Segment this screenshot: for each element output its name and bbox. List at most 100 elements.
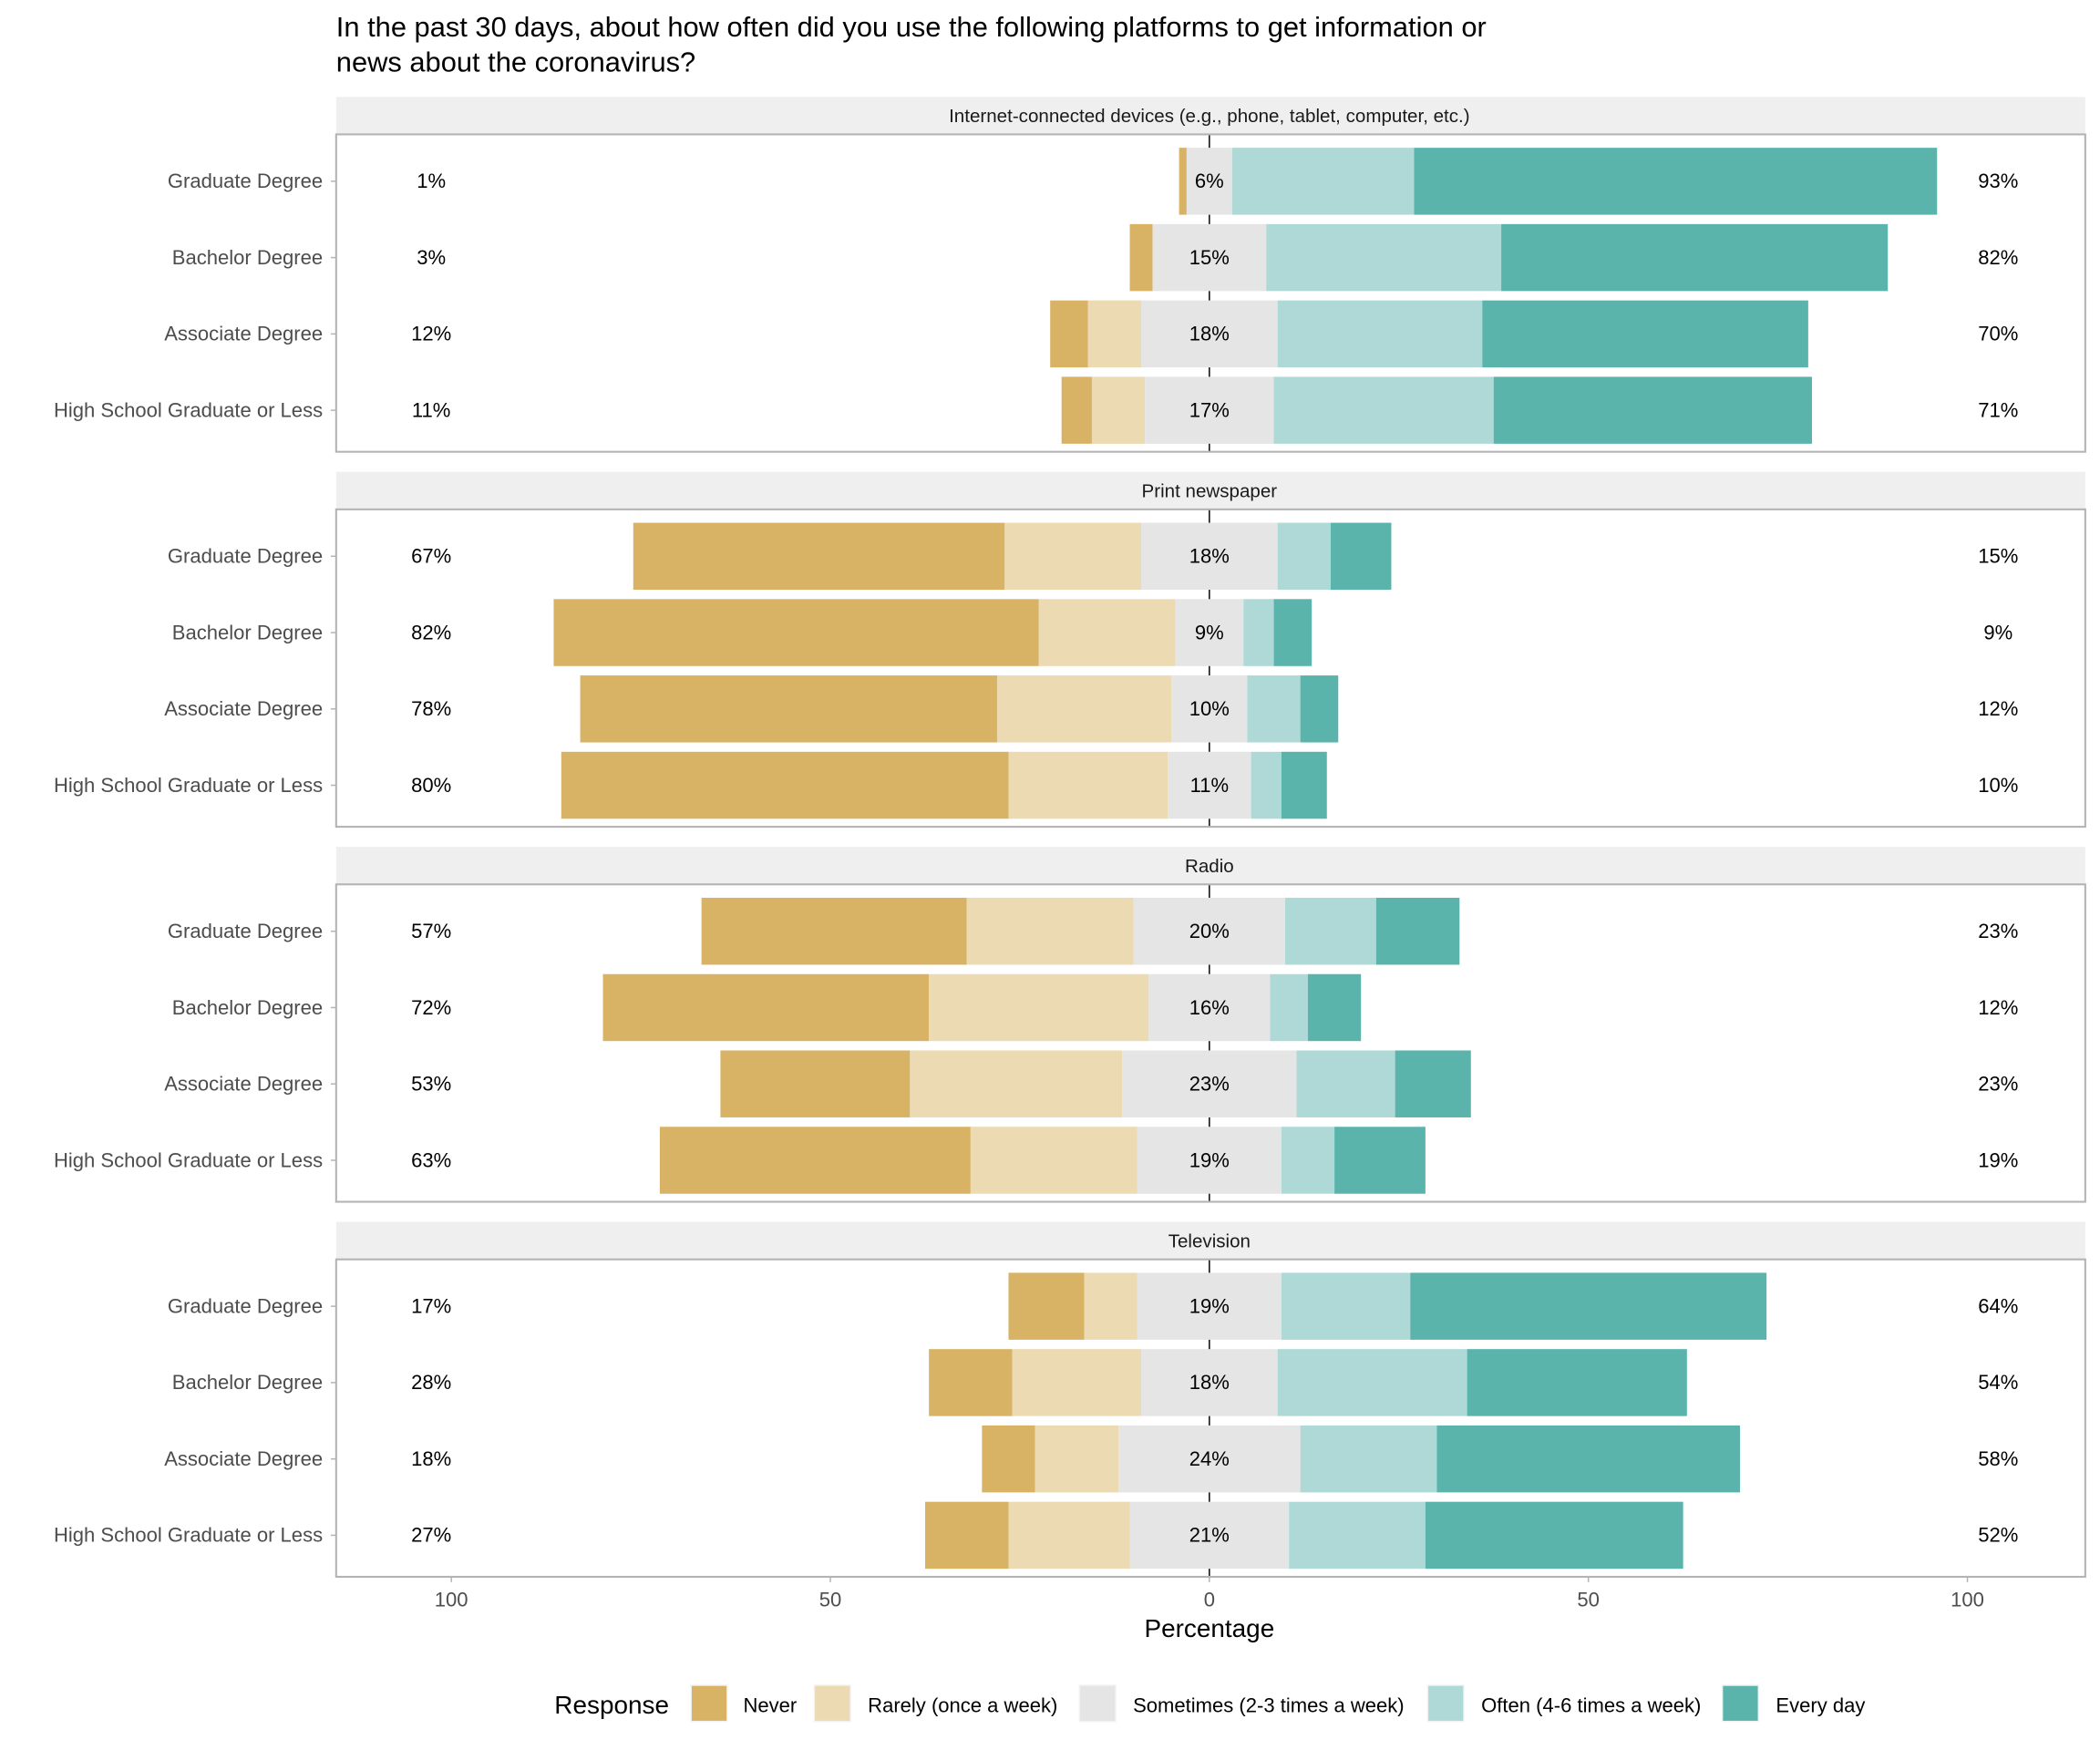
bar-segment-sometimes — [1137, 1272, 1282, 1340]
bar-segment-never — [580, 675, 997, 743]
chart-title: In the past 30 days, about how often did… — [336, 11, 1487, 77]
bar-segment-never — [1179, 148, 1187, 215]
chart-title-line-2: news about the coronavirus? — [336, 46, 695, 77]
bar-segment-sometimes — [1137, 1127, 1282, 1194]
bar-segment-never — [659, 1127, 971, 1194]
data-label-low: 72% — [411, 996, 451, 1019]
legend: Response Never Rarely (once a week) Someti… — [554, 1684, 1865, 1723]
y-tick-label: High School Graduate or Less — [54, 1148, 323, 1171]
data-label-high: 12% — [1978, 996, 2018, 1019]
bar-segment-rarely — [1091, 376, 1146, 444]
data-label-mid: 21% — [1189, 1524, 1230, 1547]
data-label-low: 78% — [411, 697, 451, 720]
data-label-low: 67% — [411, 545, 451, 568]
bar-segment-often — [1247, 675, 1301, 743]
bar-segment-every — [1467, 1349, 1687, 1416]
data-label-low: 3% — [417, 246, 446, 269]
data-label-high: 64% — [1978, 1294, 2018, 1317]
bar-segment-every — [1501, 223, 1889, 292]
bar-segment-sometimes — [1141, 1349, 1278, 1416]
bar-segment-every — [1307, 973, 1362, 1042]
bar-segment-often — [1251, 751, 1282, 819]
y-tick-label: High School Graduate or Less — [54, 398, 323, 421]
legend-label: Never — [744, 1693, 798, 1716]
bar-segment-often — [1281, 1272, 1411, 1340]
panel-border — [335, 1258, 2086, 1578]
y-tick-label: High School Graduate or Less — [54, 1524, 323, 1547]
data-label-mid: 18% — [1189, 545, 1230, 568]
y-tick-label: High School Graduate or Less — [54, 774, 323, 797]
data-label-mid: 11% — [1190, 774, 1229, 797]
y-tick-label: Bachelor Degree — [172, 996, 323, 1019]
y-tick-label: Graduate Degree — [168, 920, 323, 942]
bar-segment-sometimes — [1186, 148, 1232, 215]
bar-row: High School Graduate or Less 80% 11% 10% — [54, 751, 2018, 819]
bar-row: High School Graduate or Less 27% 21% 52% — [54, 1501, 2018, 1570]
facet-strip-label: Internet-connected devices (e.g., phone,… — [949, 106, 1470, 127]
bar-segment-never — [720, 1050, 911, 1117]
bar-row: Graduate Degree 57% 20% 23% — [168, 897, 2018, 965]
data-label-low: 18% — [411, 1447, 451, 1470]
bar-segment-every — [1334, 1127, 1426, 1194]
bar-segment-often — [1277, 300, 1483, 368]
y-tick-label: Graduate Degree — [168, 170, 323, 192]
bar-segment-every — [1273, 599, 1312, 666]
bar-segment-often — [1270, 973, 1308, 1042]
data-label-high: 15% — [1978, 545, 2018, 568]
data-label-low: 80% — [411, 774, 451, 797]
bar-segment-rarely — [1012, 1349, 1142, 1416]
data-label-high: 10% — [1978, 774, 2018, 797]
data-label-mid: 23% — [1189, 1073, 1230, 1096]
facet-panel: Television Graduate Degree 17% 19% 64% Bachel… — [54, 1221, 2086, 1578]
data-label-low: 63% — [411, 1148, 451, 1171]
legend-title: Response — [554, 1691, 669, 1719]
bar-row: Associate Degree 18% 24% 58% — [164, 1425, 2018, 1493]
y-tick-label: Bachelor Degree — [172, 1371, 323, 1394]
bar-segment-never — [553, 599, 1039, 666]
bar-row: Associate Degree 12% 18% 70% — [164, 300, 2018, 368]
data-label-low: 53% — [411, 1073, 451, 1096]
bar-segment-often — [1266, 223, 1502, 292]
bar-segment-rarely — [1008, 751, 1168, 819]
bar-segment-rarely — [1038, 599, 1176, 666]
bar-row: Bachelor Degree 28% 18% 54% — [172, 1349, 2018, 1416]
data-label-mid: 16% — [1189, 996, 1230, 1019]
y-tick-label: Associate Degree — [164, 1073, 323, 1096]
data-label-mid: 18% — [1189, 1371, 1230, 1394]
x-axis: 100 50 0 50 100 — [435, 1576, 1984, 1611]
bar-segment-every — [1330, 522, 1392, 591]
facet-panel: Internet-connected devices (e.g., phone,… — [54, 97, 2086, 453]
data-label-mid: 10% — [1189, 697, 1230, 720]
bar-segment-rarely — [929, 973, 1149, 1042]
bar-segment-rarely — [970, 1127, 1138, 1194]
bar-segment-every — [1395, 1050, 1471, 1117]
bar-segment-every — [1300, 675, 1339, 743]
legend-label: Often (4-6 times a week) — [1481, 1693, 1701, 1716]
bar-segment-sometimes — [1118, 1425, 1301, 1493]
bar-row: Bachelor Degree 82% 9% 9% — [172, 599, 2012, 666]
bar-segment-never — [701, 897, 967, 965]
bar-segment-often — [1296, 1050, 1395, 1117]
data-label-low: 11% — [412, 398, 450, 421]
data-label-high: 82% — [1978, 246, 2018, 269]
facet-strip — [335, 847, 2085, 885]
data-label-mid: 15% — [1189, 246, 1230, 269]
data-label-high: 19% — [1978, 1148, 2018, 1171]
bar-segment-every — [1414, 148, 1938, 215]
data-label-low: 1% — [417, 170, 446, 192]
bar-segment-sometimes — [1175, 599, 1244, 666]
bar-segment-never — [561, 751, 1009, 819]
bar-segment-often — [1300, 1425, 1437, 1493]
bar-segment-rarely — [996, 675, 1172, 743]
x-tick-label: 50 — [819, 1588, 842, 1611]
facet-strip-label: Print newspaper — [1142, 481, 1278, 502]
bar-segment-sometimes — [1141, 522, 1278, 591]
bar-segment-never — [633, 522, 1005, 591]
legend-swatch — [1721, 1684, 1760, 1723]
x-tick-label: 100 — [435, 1588, 468, 1611]
bar-segment-sometimes — [1152, 223, 1267, 292]
panel-border — [335, 508, 2086, 829]
y-tick-label: Associate Degree — [164, 323, 323, 345]
bar-segment-never — [602, 973, 930, 1042]
